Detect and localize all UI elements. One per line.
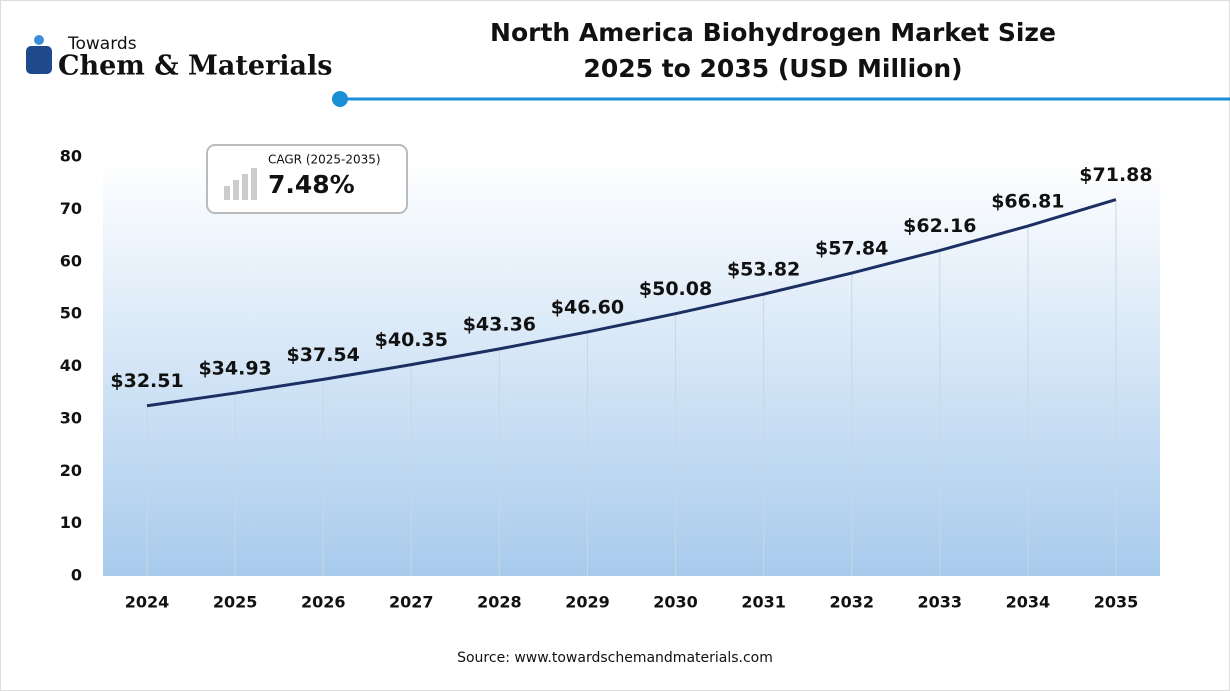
logo-icon bbox=[26, 46, 52, 74]
data-label: $66.81 bbox=[991, 191, 1064, 213]
x-tick-label: 2031 bbox=[741, 593, 786, 612]
cagr-icon bbox=[224, 186, 230, 200]
x-tick-label: 2028 bbox=[477, 593, 522, 612]
data-label: $34.93 bbox=[198, 358, 271, 380]
x-tick-label: 2026 bbox=[301, 593, 346, 612]
data-label: $50.08 bbox=[639, 278, 712, 300]
y-tick-label: 70 bbox=[60, 199, 82, 218]
plot-area bbox=[103, 157, 1160, 576]
header-dot bbox=[332, 91, 348, 107]
y-tick-label: 0 bbox=[71, 566, 82, 585]
logo-icon-dot bbox=[34, 35, 44, 45]
data-label: $62.16 bbox=[903, 215, 976, 237]
x-tick-label: 2024 bbox=[125, 593, 170, 612]
data-label: $71.88 bbox=[1079, 164, 1152, 186]
y-tick-label: 50 bbox=[60, 304, 82, 323]
data-label: $43.36 bbox=[463, 313, 536, 335]
cagr-icon bbox=[242, 174, 248, 200]
data-label: $37.54 bbox=[287, 344, 360, 366]
logo-top: Towards bbox=[67, 34, 137, 54]
y-tick-label: 20 bbox=[60, 461, 82, 480]
logo-bottom: Chem & Materials bbox=[58, 51, 333, 82]
data-label: $53.82 bbox=[727, 259, 800, 281]
data-label: $57.84 bbox=[815, 238, 888, 260]
chart-title: North America Biohydrogen Market Size bbox=[490, 18, 1056, 47]
source: Source: www.towardschemandmaterials.com bbox=[457, 650, 773, 666]
x-tick-label: 2032 bbox=[829, 593, 874, 612]
x-tick-label: 2025 bbox=[213, 593, 258, 612]
cagr-icon bbox=[233, 180, 239, 200]
logo: Towards Chem & Materials bbox=[26, 34, 333, 82]
y-tick-label: 10 bbox=[60, 513, 82, 532]
y-tick-label: 60 bbox=[60, 251, 82, 270]
x-tick-label: 2027 bbox=[389, 593, 434, 612]
x-tick-label: 2035 bbox=[1094, 593, 1139, 612]
y-tick-label: 40 bbox=[60, 356, 82, 375]
cagr-box: CAGR (2025-2035) 7.48% bbox=[206, 144, 408, 214]
cagr-icon bbox=[251, 168, 257, 200]
line bbox=[146, 198, 1117, 408]
x-tick-label: 2033 bbox=[918, 593, 963, 612]
data-label: $32.51 bbox=[110, 370, 183, 392]
chart-subtitle: 2025 to 2035 (USD Million) bbox=[583, 54, 962, 83]
cagr-label: CAGR (2025-2035) bbox=[268, 153, 381, 167]
x-tick-label: 2034 bbox=[1006, 593, 1051, 612]
x-tick-label: 2030 bbox=[653, 593, 698, 612]
data-label: $40.35 bbox=[375, 329, 448, 351]
y-tick-label: 80 bbox=[60, 147, 82, 166]
x-tick-label: 2029 bbox=[565, 593, 610, 612]
cagr-value: 7.48% bbox=[268, 170, 355, 199]
data-label: $46.60 bbox=[551, 296, 624, 318]
y-tick-label: 30 bbox=[60, 408, 82, 427]
